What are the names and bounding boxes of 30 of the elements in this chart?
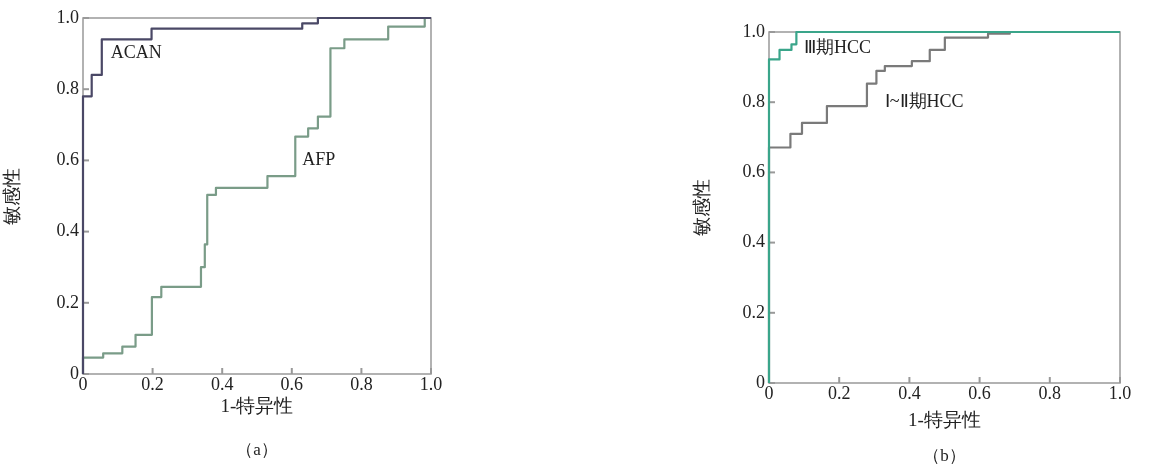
- y-tick-label: 0.2: [56, 291, 79, 312]
- x-tick-label: 0.2: [827, 382, 851, 403]
- x-axis-title: 1-特异性: [908, 408, 981, 430]
- y-tick-label: 0.6: [56, 149, 79, 170]
- y-tick-label: 0.8: [742, 90, 765, 111]
- x-tick-label: 1.0: [419, 373, 443, 394]
- y-tick-label: 1.0: [742, 20, 765, 41]
- y-tick-label: 0.6: [742, 161, 765, 182]
- series-label: Ⅲ期HCC: [804, 36, 872, 57]
- x-axis-title: 1-特异性: [220, 394, 294, 416]
- series-label: AFP: [302, 149, 336, 170]
- y-tick-label: 0.8: [56, 77, 79, 98]
- y-tick-label: 1.0: [56, 6, 79, 27]
- x-tick-label: 0.4: [898, 382, 921, 403]
- text: （b）: [922, 445, 967, 467]
- y-axis-title: 敏感性: [691, 179, 713, 236]
- y-tick-label: 0.2: [742, 301, 765, 322]
- series-label: Ⅰ~Ⅱ期HCC: [884, 90, 964, 111]
- y-tick-label: 0.4: [742, 231, 765, 252]
- series-label: ACAN: [110, 42, 162, 63]
- y-tick-label: 0.4: [56, 220, 79, 241]
- x-tick-label: 0.6: [280, 373, 304, 394]
- x-tick-label: 0.8: [350, 373, 373, 394]
- x-tick-label: 0.6: [968, 382, 991, 403]
- x-tick-label: 0.2: [141, 373, 164, 394]
- x-tick-label: 0.8: [1038, 382, 1062, 403]
- x-tick-label: 1.0: [1108, 382, 1132, 403]
- y-axis-title: 敏感性: [1, 167, 23, 225]
- x-tick-label: 0.4: [210, 373, 234, 394]
- text: （a）: [235, 439, 279, 461]
